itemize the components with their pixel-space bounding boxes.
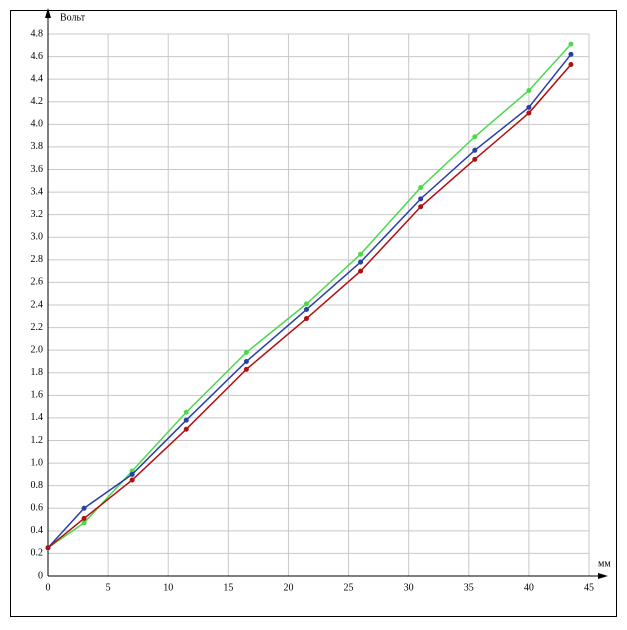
x-tick-label: 20: [283, 582, 293, 593]
y-tick-label: 2.6: [31, 277, 44, 288]
data-point: [243, 349, 249, 355]
data-point: [568, 61, 574, 67]
x-tick-label: 5: [106, 582, 111, 593]
data-point: [472, 156, 478, 162]
data-point: [129, 471, 135, 477]
data-point: [183, 409, 189, 415]
x-tick-label: 10: [163, 582, 173, 593]
y-tick-label: 1.2: [31, 435, 44, 446]
data-point: [81, 520, 87, 526]
y-tick-label: 3.8: [31, 141, 44, 152]
x-axis-arrow: [598, 573, 608, 579]
data-point: [568, 41, 574, 47]
data-point: [81, 505, 87, 511]
data-point: [303, 301, 309, 307]
y-tick-label: 4.2: [31, 96, 44, 107]
data-point: [472, 134, 478, 140]
data-point: [303, 316, 309, 322]
data-point: [358, 259, 364, 265]
x-axis-label: мм: [598, 558, 611, 569]
y-tick-label: 0.2: [31, 548, 44, 559]
data-point: [526, 110, 532, 116]
y-axis-label: Вольт: [60, 12, 86, 23]
y-tick-label: 1.4: [31, 412, 44, 423]
series-line: [47, 43, 572, 549]
data-point: [183, 426, 189, 432]
y-tick-label: 4.0: [31, 119, 44, 130]
data-point: [418, 204, 424, 210]
y-tick-label: 1.0: [31, 457, 44, 468]
data-point: [243, 366, 249, 372]
y-tick-label: 4.6: [31, 51, 44, 62]
y-tick-label: 4.8: [31, 28, 44, 39]
y-tick-label: 3.0: [31, 232, 44, 243]
y-tick-label: 0.4: [31, 525, 44, 536]
x-tick-label: 35: [464, 582, 474, 593]
y-tick-label: 2.4: [31, 299, 44, 310]
y-tick-label: 2.2: [31, 322, 44, 333]
x-tick-label: 0: [46, 582, 51, 593]
data-point: [418, 185, 424, 191]
x-tick-label: 40: [524, 582, 534, 593]
data-point: [45, 545, 51, 551]
y-tick-label: 4.4: [31, 73, 44, 84]
data-point: [129, 477, 135, 483]
data-point: [418, 196, 424, 202]
data-point: [243, 358, 249, 364]
data-point: [358, 251, 364, 257]
x-tick-label: 15: [223, 582, 233, 593]
y-tick-label: 0: [38, 570, 43, 581]
y-tick-label: 2.8: [31, 254, 44, 265]
data-point: [472, 147, 478, 153]
x-tick-label: 30: [404, 582, 414, 593]
y-tick-label: 0.8: [31, 480, 44, 491]
y-tick-label: 3.2: [31, 209, 44, 220]
x-tick-label: 45: [584, 582, 594, 593]
y-tick-label: 3.6: [31, 164, 44, 175]
y-axis-arrow: [45, 8, 51, 18]
y-tick-label: 3.4: [31, 186, 44, 197]
y-tick-label: 2.0: [31, 344, 44, 355]
x-tick-label: 25: [344, 582, 354, 593]
data-point: [526, 104, 532, 110]
y-tick-label: 1.6: [31, 390, 44, 401]
data-point: [183, 417, 189, 423]
frame: [10, 10, 617, 617]
data-point: [358, 268, 364, 274]
data-point: [303, 307, 309, 313]
data-point: [568, 51, 574, 57]
data-point: [81, 515, 87, 521]
y-tick-label: 1.8: [31, 367, 44, 378]
data-point: [526, 87, 532, 93]
y-tick-label: 0.6: [31, 503, 44, 514]
